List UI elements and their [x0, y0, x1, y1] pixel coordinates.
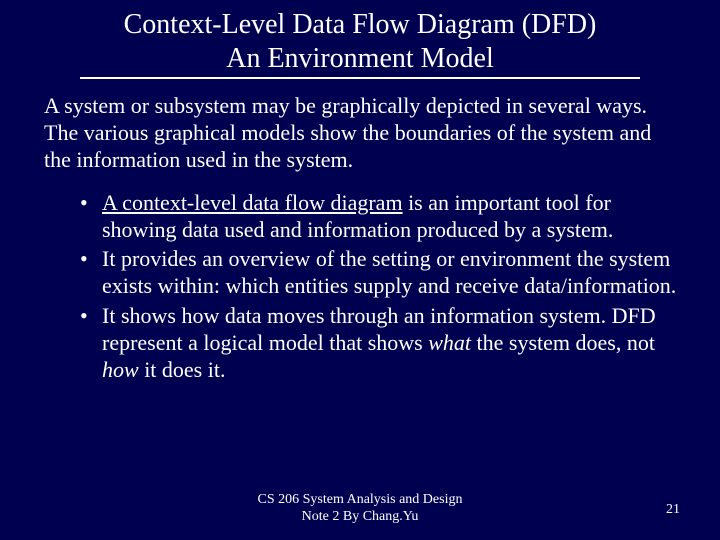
slide: Context-Level Data Flow Diagram (DFD) An…: [0, 0, 720, 540]
title-line-2: An Environment Model: [80, 42, 640, 76]
bullet-underlined: A context-level data flow diagram: [102, 190, 403, 215]
title-line-1: Context-Level Data Flow Diagram (DFD): [80, 8, 640, 42]
slide-footer: CS 206 System Analysis and Design Note 2…: [0, 492, 720, 526]
footer-line-2: Note 2 By Chang.Yu: [258, 509, 463, 526]
intro-paragraph: A system or subsystem may be graphically…: [44, 93, 676, 173]
page-number: 21: [666, 502, 680, 518]
footer-text: CS 206 System Analysis and Design Note 2…: [258, 492, 463, 526]
bullet-text: it does it.: [139, 357, 226, 382]
slide-title: Context-Level Data Flow Diagram (DFD) An…: [80, 8, 640, 79]
bullet-text: the system does, not: [471, 330, 655, 355]
bullet-italic: what: [428, 330, 471, 355]
footer-line-1: CS 206 System Analysis and Design: [258, 492, 463, 509]
bullet-item: A context-level data flow diagram is an …: [80, 190, 680, 244]
bullet-list: A context-level data flow diagram is an …: [80, 190, 680, 384]
bullet-item: It provides an overview of the setting o…: [80, 246, 680, 300]
bullet-item: It shows how data moves through an infor…: [80, 303, 680, 383]
bullet-text: It provides an overview of the setting o…: [102, 246, 676, 298]
bullet-italic: how: [102, 357, 139, 382]
